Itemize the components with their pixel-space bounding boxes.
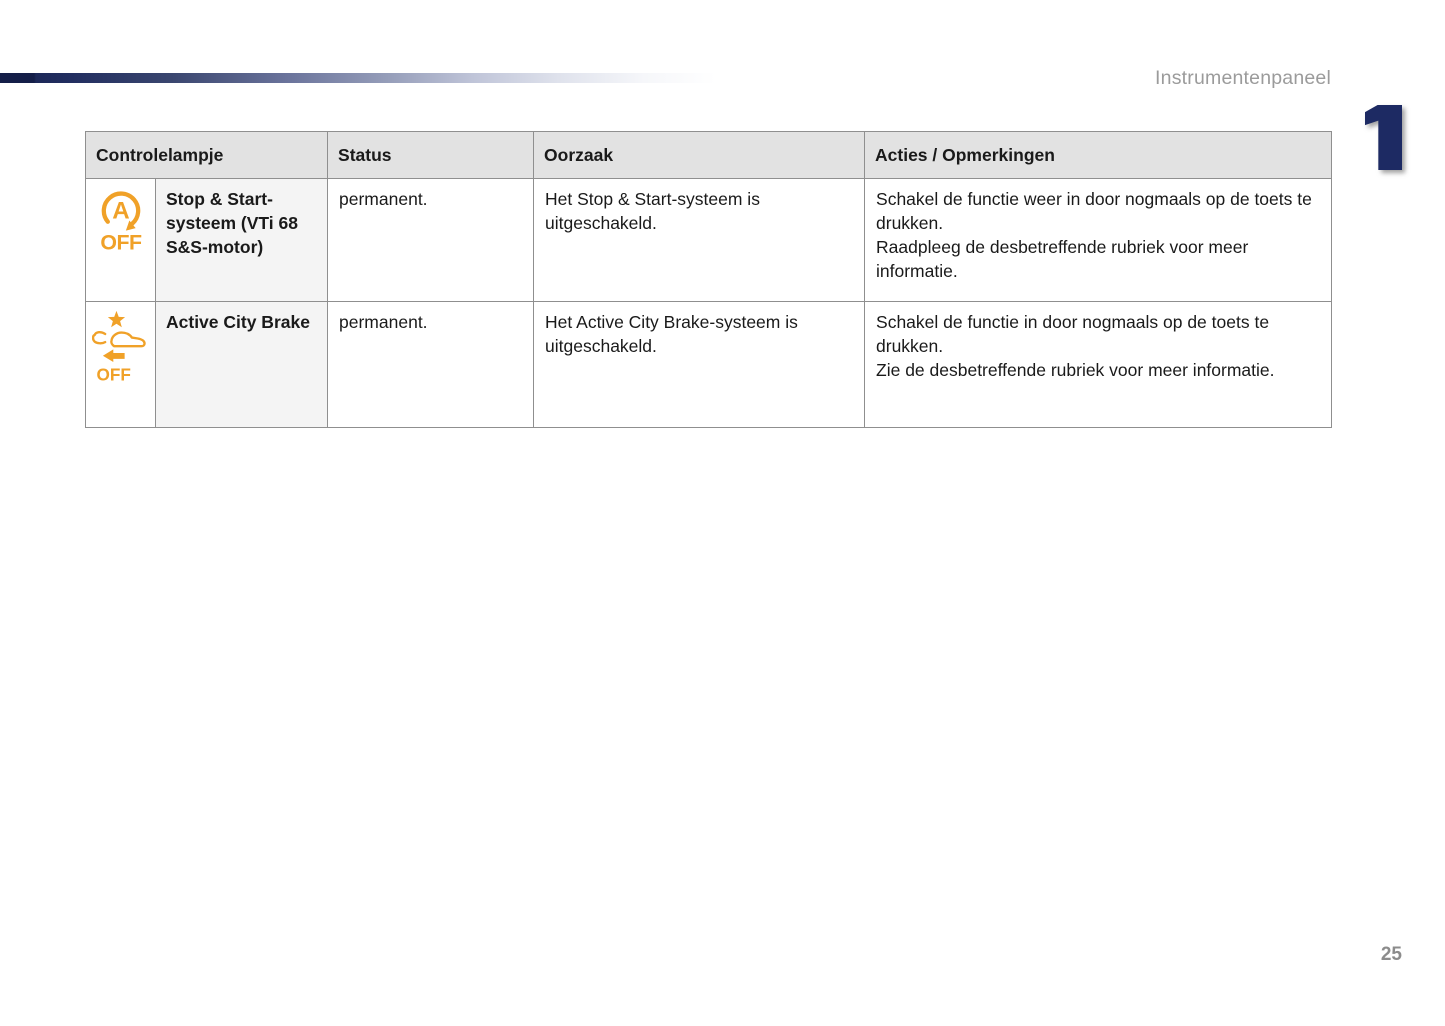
table-row-active-city-brake: OFF Active City Brake permanent. Het Act… [85, 301, 1333, 428]
icon-off-caption: OFF [96, 365, 130, 385]
col-header-oorzaak: Oorzaak [533, 131, 866, 179]
rear-car-outline-icon [91, 331, 106, 345]
col-header-acties: Acties / Opmerkingen [864, 131, 1333, 179]
action-line: Schakel de functie weer in door nogmaals… [876, 189, 1312, 233]
indicator-icon-cell: A OFF [85, 178, 156, 302]
status-cell: permanent. [327, 178, 535, 302]
actions-cell: Schakel de functie weer in door nogmaals… [864, 178, 1333, 302]
action-line: Schakel de functie in door nogmaals op d… [876, 312, 1270, 356]
chapter-tab: 1 [1365, 105, 1402, 170]
front-car-outline-icon [109, 331, 146, 348]
cause-cell: Het Stop & Start-systeem is uitgeschakel… [533, 178, 866, 302]
warning-lights-table: Controlelampje Status Oorzaak Acties / O… [84, 131, 1333, 428]
arrowhead-icon [125, 220, 136, 231]
page-number: 25 [1380, 944, 1402, 965]
chapter-number: 1 [1365, 105, 1402, 170]
stop-start-off-icon: A OFF [100, 191, 142, 255]
left-arrow-icon [102, 349, 125, 363]
icon-off-caption: OFF [100, 231, 142, 255]
table-row-stop-start: A OFF Stop & Start-systeem (VTi 68 S&S-m… [85, 178, 1333, 302]
col-header-controlelampje: Controlelampje [84, 131, 329, 179]
header-gradient-bar [0, 73, 716, 83]
actions-cell: Schakel de functie in door nogmaals op d… [864, 301, 1333, 428]
section-label: Instrumentenpaneel [1155, 67, 1331, 89]
col-header-status: Status [327, 131, 535, 179]
circular-arrow-icon [101, 191, 140, 227]
active-city-brake-off-icon: OFF [91, 310, 146, 385]
indicator-icon-cell: OFF [85, 301, 156, 428]
icon-letter-a: A [112, 198, 129, 225]
table-header-row: Controlelampje Status Oorzaak Acties / O… [84, 131, 1333, 179]
collision-star-icon [107, 310, 125, 328]
indicator-name: Stop & Start-systeem (VTi 68 S&S-motor) [154, 178, 329, 302]
cause-cell: Het Active City Brake-systeem is uitgesc… [533, 301, 866, 428]
action-line: Raadpleeg de desbetreffende rubriek voor… [876, 237, 1249, 281]
indicator-name: Active City Brake [154, 301, 329, 428]
action-line: Zie de desbetreffende rubriek voor meer … [876, 360, 1275, 380]
status-cell: permanent. [327, 301, 535, 428]
